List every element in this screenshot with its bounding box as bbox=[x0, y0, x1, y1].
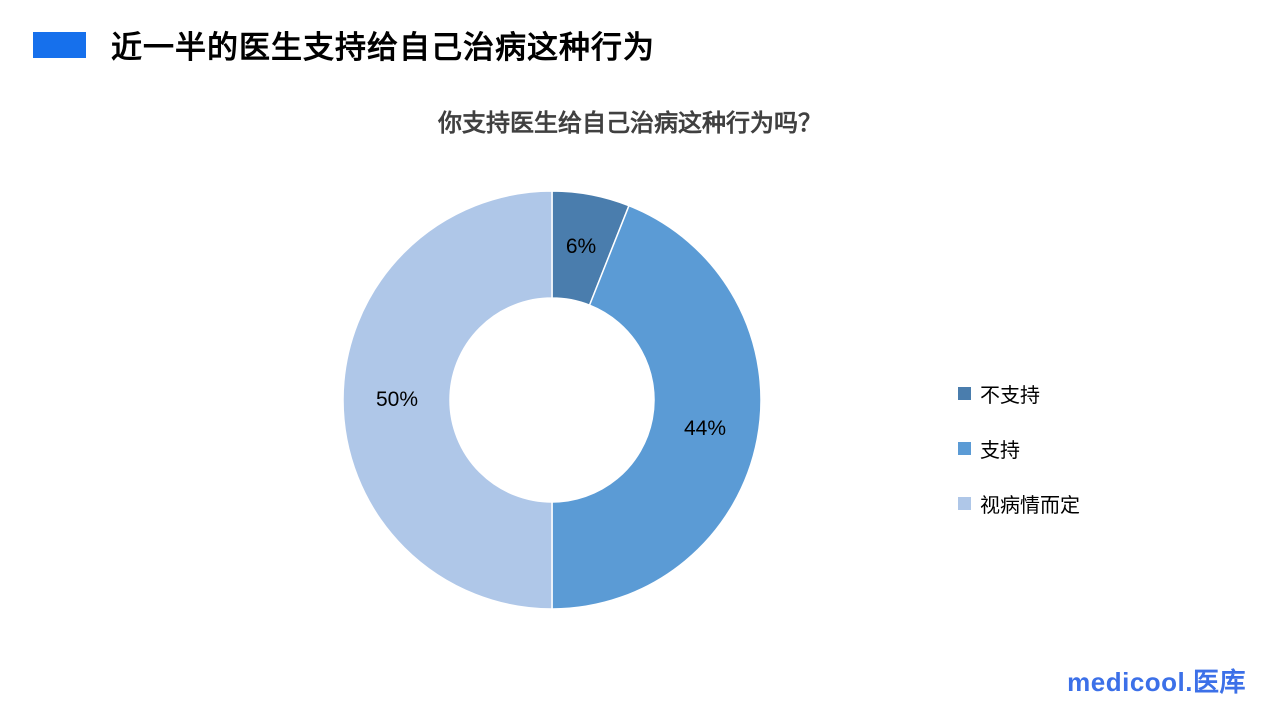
legend-swatch-icon bbox=[958, 386, 971, 400]
legend: 不支持支持视病情而定 bbox=[958, 380, 1080, 545]
logo: medicool.医库 bbox=[1067, 667, 1246, 697]
header: 近一半的医生支持给自己治病这种行为 bbox=[33, 22, 655, 67]
legend-label: 不支持 bbox=[980, 384, 1040, 407]
donut-chart-svg bbox=[342, 190, 762, 610]
title-bullet-icon bbox=[33, 31, 86, 58]
legend-item-1: 支持 bbox=[958, 435, 1080, 462]
legend-item-0: 不支持 bbox=[958, 380, 1080, 407]
data-label-1: 44% bbox=[683, 417, 727, 440]
pie-slice-1 bbox=[551, 204, 762, 610]
legend-swatch-icon bbox=[958, 441, 971, 455]
legend-label: 视病情而定 bbox=[980, 494, 1080, 517]
legend-item-2: 视病情而定 bbox=[958, 490, 1080, 517]
page-title: 近一半的医生支持给自己治病这种行为 bbox=[111, 30, 655, 65]
legend-swatch-icon bbox=[958, 496, 971, 510]
chart-title: 你支持医生给自己治病这种行为吗？ bbox=[438, 110, 822, 137]
donut-chart: 6% 44% 50% bbox=[332, 180, 772, 620]
legend-label: 支持 bbox=[980, 439, 1020, 462]
data-label-2: 50% bbox=[375, 388, 419, 411]
data-label-0: 6% bbox=[565, 235, 597, 258]
pie-slice-2 bbox=[342, 190, 553, 610]
